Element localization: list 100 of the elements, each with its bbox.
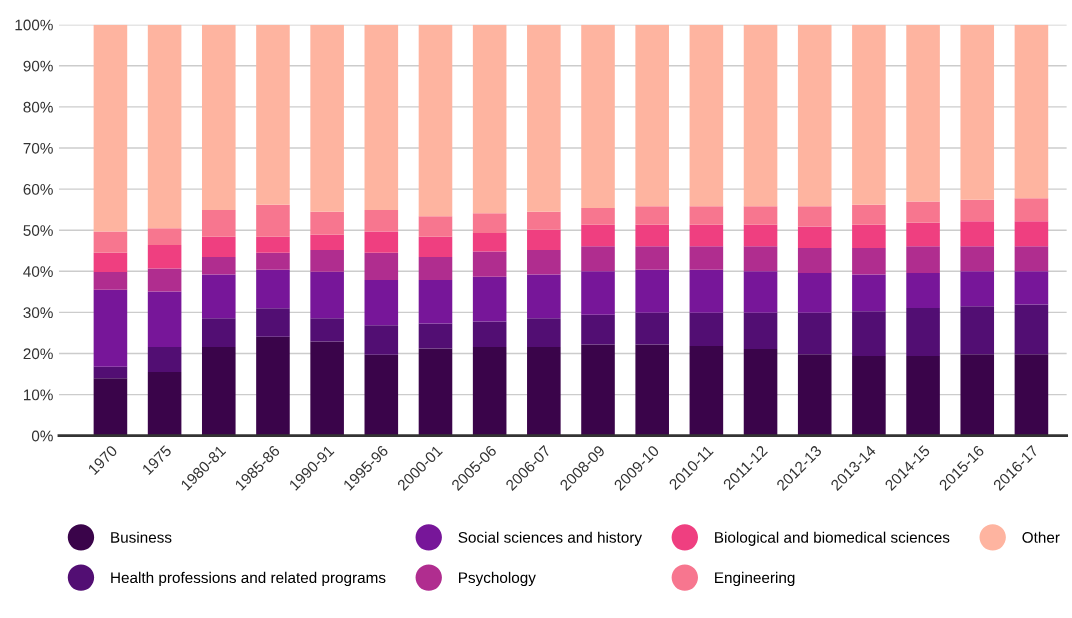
bar bbox=[689, 346, 724, 436]
legend-label: Biological and biomedical sciences bbox=[715, 531, 950, 546]
bar bbox=[1014, 354, 1049, 436]
bar bbox=[364, 279, 399, 326]
bar bbox=[635, 344, 669, 436]
bar bbox=[201, 210, 236, 237]
bar bbox=[527, 318, 561, 347]
bar bbox=[689, 246, 724, 270]
bar bbox=[581, 271, 615, 315]
bar bbox=[960, 24, 995, 200]
bar bbox=[256, 269, 290, 309]
legend-label: Business bbox=[111, 531, 172, 543]
bar bbox=[581, 246, 615, 272]
bar bbox=[310, 249, 344, 272]
bar bbox=[1014, 246, 1049, 272]
bar bbox=[93, 252, 128, 273]
y-tick-label: 70% bbox=[23, 142, 53, 154]
bar bbox=[472, 24, 507, 214]
bar bbox=[1014, 221, 1049, 247]
bar bbox=[93, 289, 128, 367]
y-tick-label: 80% bbox=[23, 101, 53, 113]
bar bbox=[1014, 24, 1049, 199]
bar bbox=[960, 246, 995, 272]
bar bbox=[852, 311, 886, 356]
legend-label: Health professions and related programs bbox=[111, 571, 386, 587]
y-tick-label: 30% bbox=[23, 307, 53, 319]
bar bbox=[472, 321, 507, 347]
bar bbox=[472, 233, 507, 252]
bar bbox=[852, 274, 886, 312]
bar bbox=[93, 378, 128, 436]
bar bbox=[472, 276, 507, 322]
bar bbox=[147, 228, 182, 245]
bar bbox=[147, 346, 182, 372]
bar bbox=[906, 355, 940, 436]
bar bbox=[418, 323, 453, 349]
bar bbox=[743, 246, 778, 272]
bar bbox=[256, 308, 290, 337]
bar bbox=[93, 366, 128, 379]
bar bbox=[147, 371, 182, 436]
bar bbox=[364, 24, 399, 211]
y-tick-label: 60% bbox=[23, 183, 53, 195]
bar bbox=[906, 24, 940, 202]
bar bbox=[1014, 198, 1049, 222]
bar bbox=[472, 251, 507, 277]
bar bbox=[201, 24, 236, 211]
bar bbox=[797, 312, 832, 355]
bar bbox=[852, 224, 886, 248]
bar bbox=[310, 234, 344, 250]
bar bbox=[960, 221, 995, 247]
bar bbox=[472, 213, 507, 234]
legend-label: Engineering bbox=[715, 571, 795, 587]
bar bbox=[1014, 271, 1049, 305]
bar bbox=[635, 206, 669, 225]
bar bbox=[527, 24, 561, 212]
bar bbox=[797, 206, 832, 227]
bar bbox=[364, 210, 399, 232]
y-tick-label: 40% bbox=[23, 266, 53, 277]
bar bbox=[689, 206, 724, 225]
bar bbox=[581, 24, 615, 209]
bar bbox=[1014, 304, 1049, 355]
bar bbox=[310, 271, 344, 319]
bar bbox=[256, 336, 290, 436]
bar bbox=[364, 252, 399, 280]
bar bbox=[147, 24, 182, 229]
bar bbox=[797, 24, 832, 207]
bar bbox=[310, 318, 344, 342]
bar bbox=[689, 224, 724, 247]
bar bbox=[472, 346, 507, 436]
bar bbox=[852, 204, 886, 225]
bar bbox=[364, 354, 399, 436]
bar bbox=[960, 271, 995, 307]
y-tick-label: 50% bbox=[23, 225, 53, 236]
bar bbox=[960, 354, 995, 436]
bar bbox=[581, 224, 615, 247]
bar bbox=[418, 24, 453, 217]
bar bbox=[93, 24, 128, 232]
bar bbox=[147, 245, 182, 269]
bar bbox=[418, 236, 453, 257]
bar bbox=[527, 274, 561, 319]
bar bbox=[635, 312, 669, 345]
bar bbox=[960, 306, 995, 355]
bar bbox=[256, 204, 290, 237]
bar bbox=[527, 211, 561, 230]
bar bbox=[310, 24, 344, 212]
bar bbox=[797, 247, 832, 273]
bar bbox=[635, 246, 669, 270]
bar bbox=[418, 256, 453, 280]
legend-label: Social sciences and history bbox=[458, 531, 643, 546]
bar bbox=[689, 269, 724, 313]
bar bbox=[689, 312, 724, 347]
bar bbox=[635, 24, 669, 207]
bar bbox=[797, 354, 832, 436]
y-tick-label: 90% bbox=[23, 60, 53, 72]
bar bbox=[581, 314, 615, 345]
bar bbox=[527, 249, 561, 275]
bar bbox=[743, 24, 778, 207]
bar bbox=[635, 224, 669, 247]
bar bbox=[960, 199, 995, 222]
bar bbox=[527, 346, 561, 436]
bar bbox=[310, 211, 344, 235]
